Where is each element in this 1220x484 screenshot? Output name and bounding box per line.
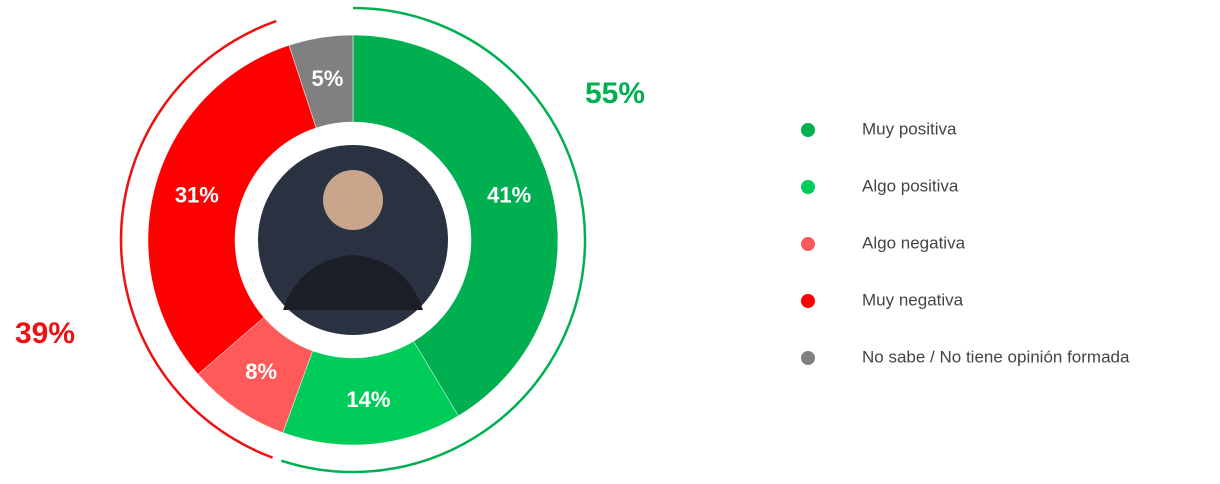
legend-label: Algo positiva [862,176,959,195]
slice-label: 5% [312,66,344,91]
legend-label: No sabe / No tiene opinión formada [862,347,1130,366]
slice-label: 31% [175,183,219,208]
legend-label: Muy negativa [862,290,964,309]
group-label: 39% [15,317,75,350]
legend-marker [801,237,815,251]
chart: 41% 14% 8% 31% 5% 55% 39% Muy positiva Algo pos… [0,0,1220,479]
group-label: 55% [585,77,645,110]
legend-label: Muy positiva [862,119,957,138]
legend-marker [801,294,815,308]
center-photo [258,145,448,335]
slice-label: 8% [245,359,277,384]
legend-marker [801,123,815,137]
slice-label: 14% [346,387,390,412]
legend-marker [801,351,815,365]
legend-marker [801,180,815,194]
slice-label: 41% [487,183,531,208]
legend-label: Algo negativa [862,233,966,252]
legend: Muy positiva Algo positiva Algo negativa Mu… [801,119,1130,366]
